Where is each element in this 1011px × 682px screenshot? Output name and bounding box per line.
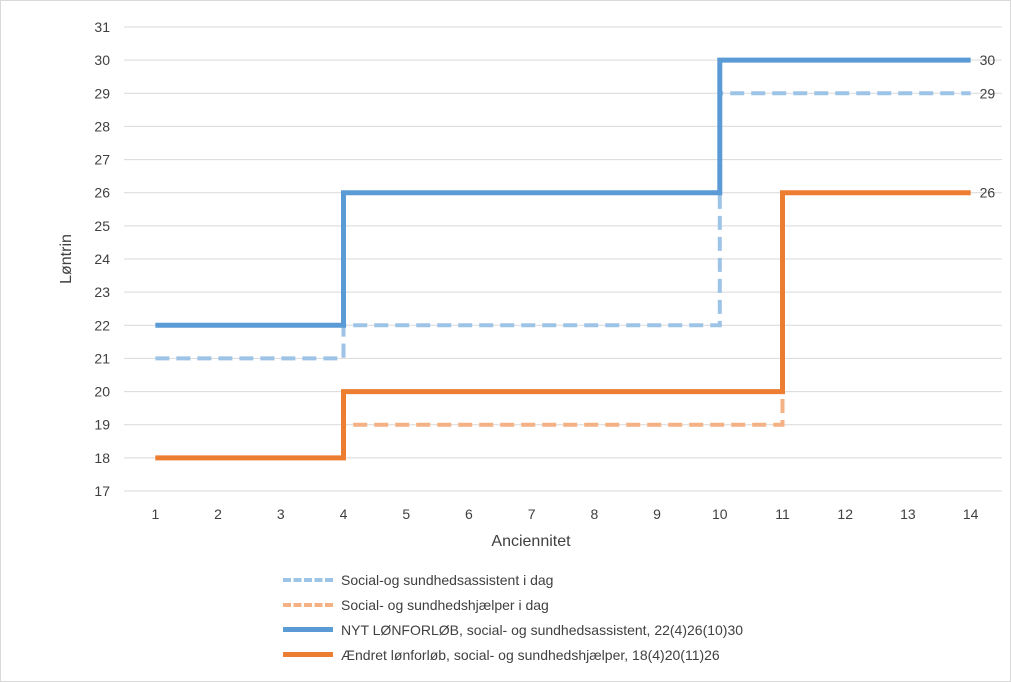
end-label: 29: [980, 85, 996, 101]
series-line: [155, 57, 971, 328]
x-tick-label: 5: [402, 506, 410, 522]
series-lines: [155, 57, 971, 461]
x-tick-label: 10: [712, 506, 728, 522]
y-tick-label: 23: [94, 284, 110, 300]
x-tick-label: 7: [528, 506, 536, 522]
legend-item: Social-og sundhedsassistent i dag: [283, 567, 743, 592]
y-tick-label: 22: [94, 317, 110, 333]
y-tick-label: 28: [94, 118, 110, 134]
legend-item: NYT LØNFORLØB, social- og sundhedsassist…: [283, 617, 743, 642]
y-tick-label: 24: [94, 251, 110, 267]
y-tick-label: 27: [94, 152, 110, 168]
y-tick-label: 21: [94, 350, 110, 366]
y-axis-ticks: 17 18 19 20 21 22 23 24 25 26 27 28 29 30 31: [94, 19, 110, 499]
chart-legend: Social-og sundhedsassistent i dag Social-…: [283, 567, 743, 667]
x-axis-ticks: 1 2 3 4 5 6 7 8 9 10 11 12 13 14: [151, 506, 978, 522]
x-tick-label: 13: [900, 506, 916, 522]
x-tick-label: 3: [277, 506, 285, 522]
end-label: 30: [980, 52, 996, 68]
y-tick-label: 31: [94, 19, 110, 35]
legend-swatch: [283, 652, 333, 657]
x-tick-label: 2: [214, 506, 222, 522]
legend-label: NYT LØNFORLØB, social- og sundhedsassist…: [341, 621, 744, 638]
legend-item: Social- og sundhedshjælper i dag: [283, 592, 743, 617]
y-tick-label: 25: [94, 218, 110, 234]
y-tick-label: 19: [94, 417, 110, 433]
gridlines: [124, 26, 1002, 492]
x-tick-label: 6: [465, 506, 473, 522]
legend-swatch: [283, 602, 333, 607]
x-tick-label: 11: [775, 506, 790, 522]
x-tick-label: 14: [963, 506, 979, 522]
y-tick-label: 17: [94, 483, 110, 499]
y-tick-label: 30: [94, 52, 110, 68]
y-tick-label: 26: [94, 185, 110, 201]
y-tick-label: 29: [94, 85, 110, 101]
x-tick-label: 9: [653, 506, 661, 522]
legend-item: Ændret lønforløb, social- og sundhedshjæ…: [283, 642, 743, 667]
y-tick-label: 20: [94, 384, 110, 400]
legend-swatch: [283, 627, 333, 632]
series-line: [155, 190, 971, 461]
end-labels: 29 30 26: [980, 52, 996, 201]
x-tick-label: 12: [837, 506, 853, 522]
y-axis-title: Løntrin: [58, 234, 75, 284]
x-tick-label: 4: [340, 506, 348, 522]
x-tick-label: 1: [151, 506, 159, 522]
series-line: [155, 91, 971, 361]
y-tick-label: 18: [94, 450, 110, 466]
x-tick-label: 8: [590, 506, 598, 522]
end-label: 26: [980, 185, 996, 201]
x-axis-title: Anciennitet: [491, 533, 571, 550]
legend-swatch: [283, 577, 333, 582]
legend-label: Ændret lønforløb, social- og sundhedshjæ…: [341, 646, 720, 663]
legend-label: Social-og sundhedsassistent i dag: [341, 571, 554, 588]
legend-label: Social- og sundhedshjælper i dag: [341, 596, 549, 613]
